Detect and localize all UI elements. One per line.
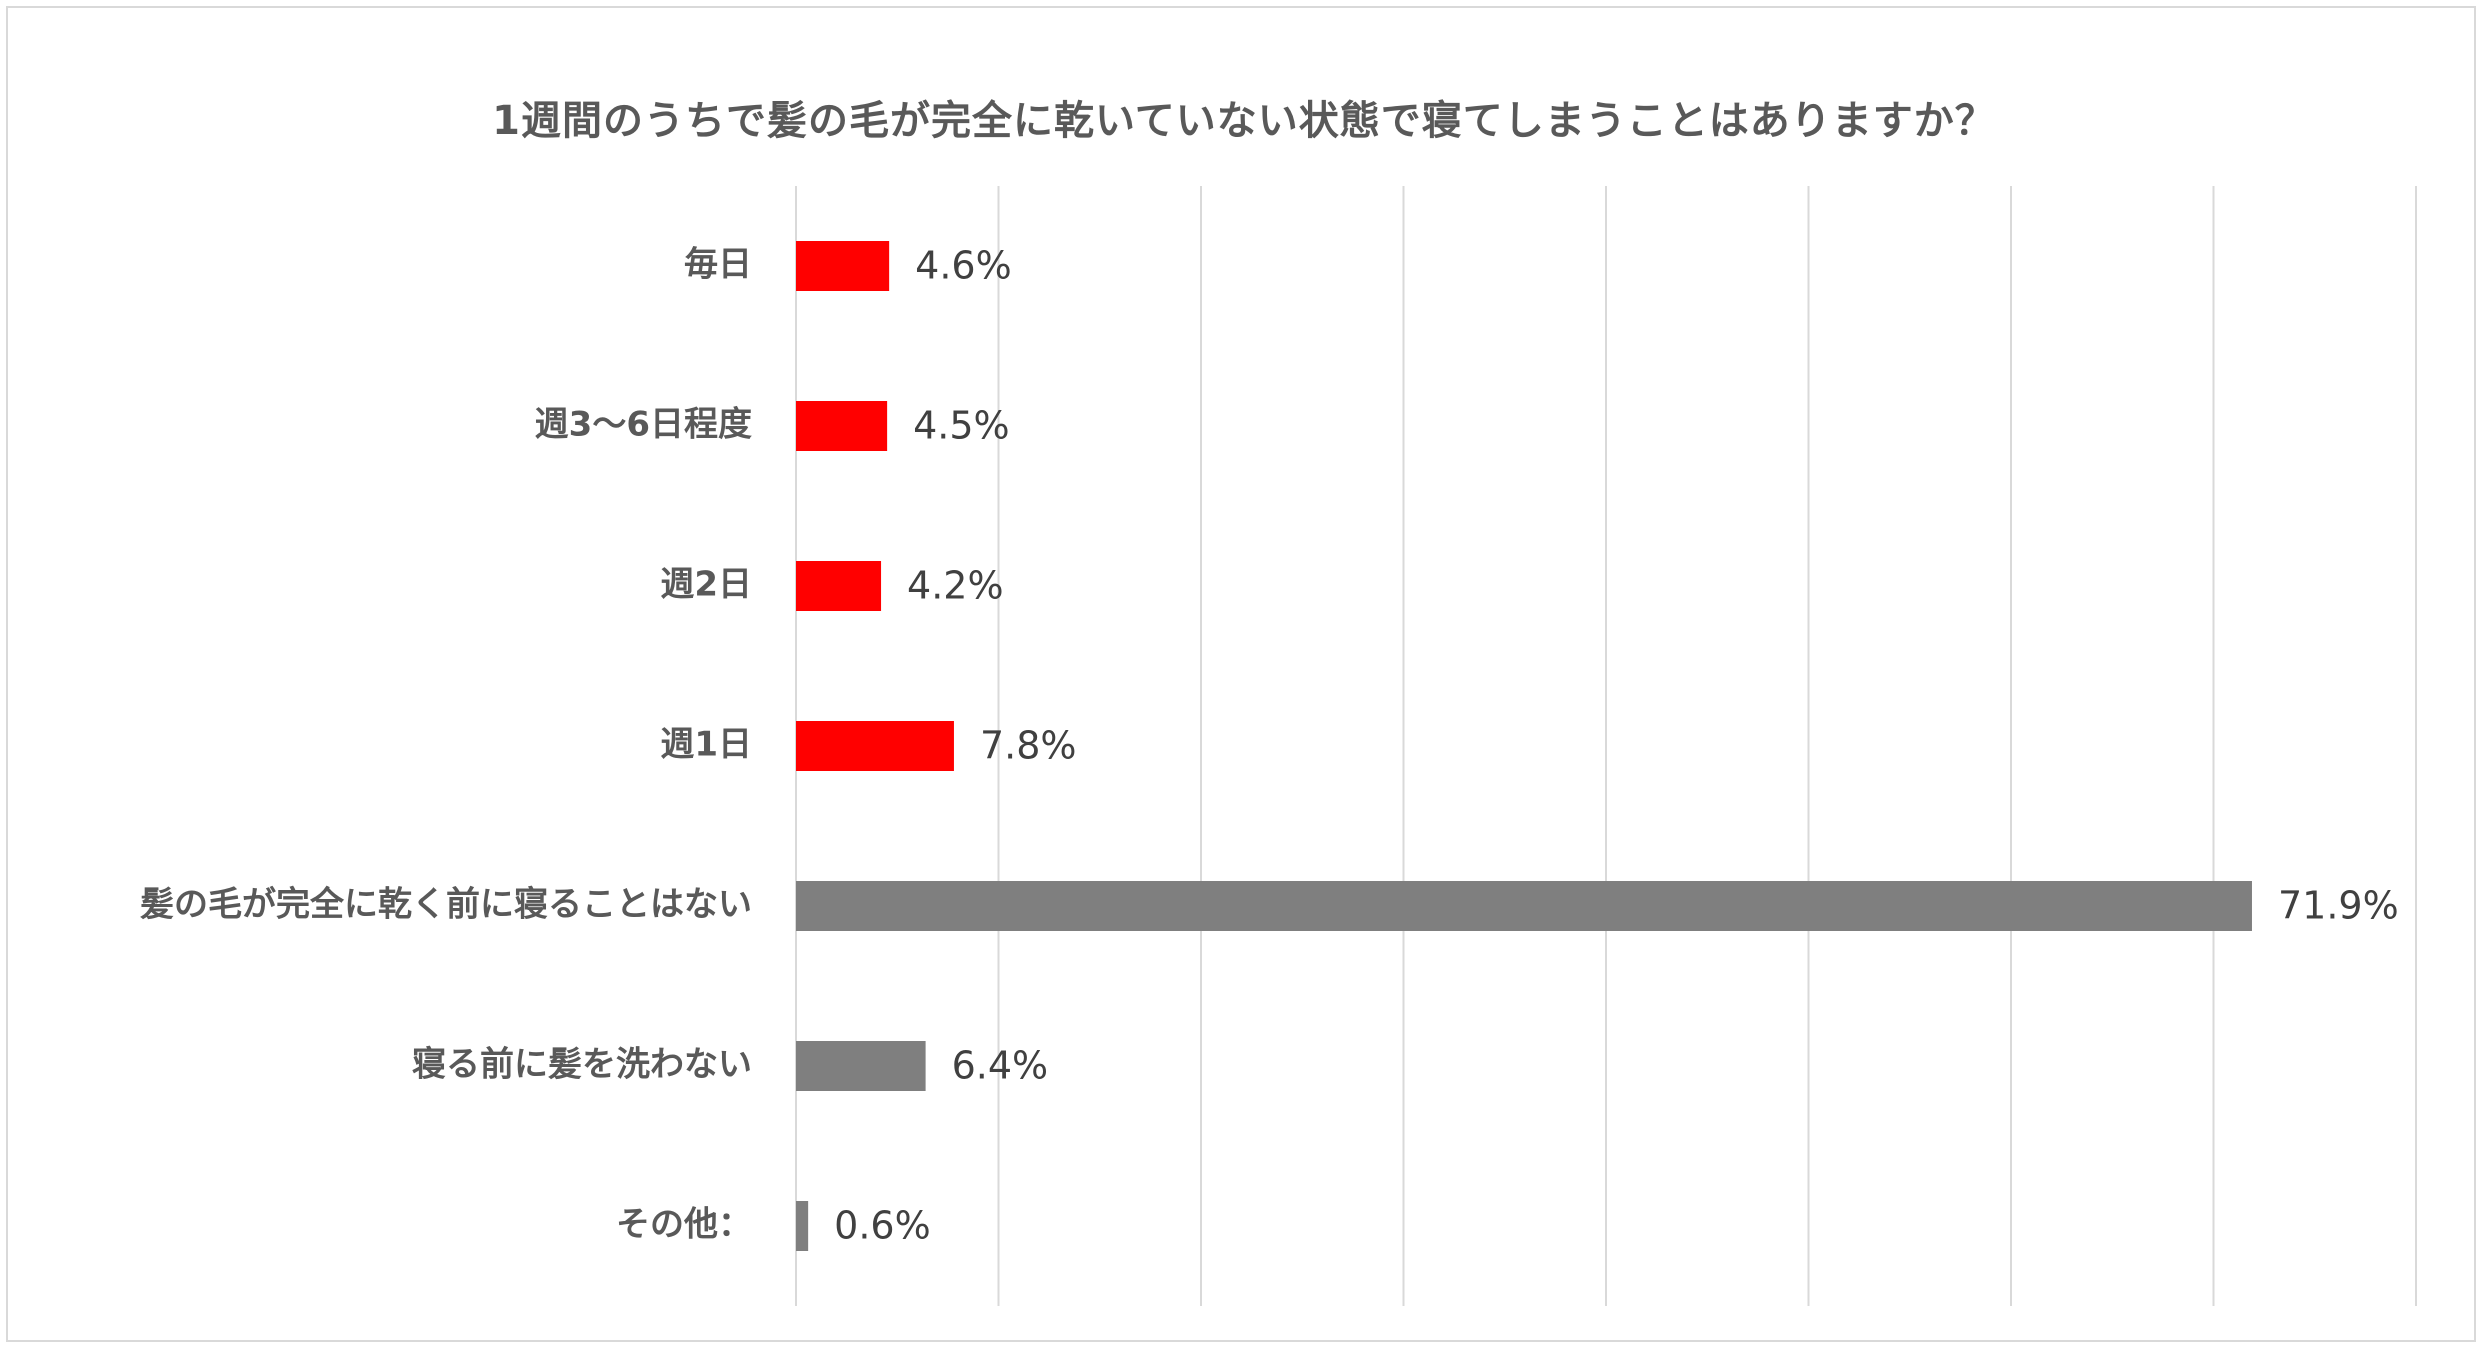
category-label: 寝る前に髪を洗わない [412,1045,752,1085]
chart-frame [6,6,2476,1342]
data-label: 71.9% [2278,884,2399,928]
bar [796,1201,809,1251]
data-label: 0.6% [834,1204,931,1248]
data-label: 4.2% [907,564,1004,608]
category-labels: 毎日週3～6日程度週2日週1日髪の毛が完全に乾く前に寝ることはない寝る前に髪を洗… [140,245,752,1245]
data-labels: 4.6% 4.5% 4.2% 7.8% 71.9% 6.4% 0.6% [834,244,2399,1248]
gridlines [795,186,2417,1306]
category-label: 週2日 [660,565,752,605]
bar [796,1041,926,1091]
category-label: 毎日 [684,245,752,285]
category-label: 週1日 [660,725,752,765]
data-label: 7.8% [980,724,1077,768]
data-label: 4.6% [915,244,1012,288]
category-label: 髪の毛が完全に乾く前に寝ることはない [140,885,752,925]
bar [796,881,2252,931]
bars [796,241,2252,1251]
data-label: 6.4% [952,1044,1049,1088]
bar [796,401,888,451]
category-label: その他： [616,1205,752,1245]
bar [796,241,890,291]
bar [796,561,882,611]
bar [796,721,954,771]
chart-title: 1週間のうちで髪の毛が完全に乾いていない状態で寝てしまうことはありますか？ [492,98,1996,144]
category-label: 週3～6日程度 [535,405,752,445]
data-label: 4.5% [913,404,1010,448]
